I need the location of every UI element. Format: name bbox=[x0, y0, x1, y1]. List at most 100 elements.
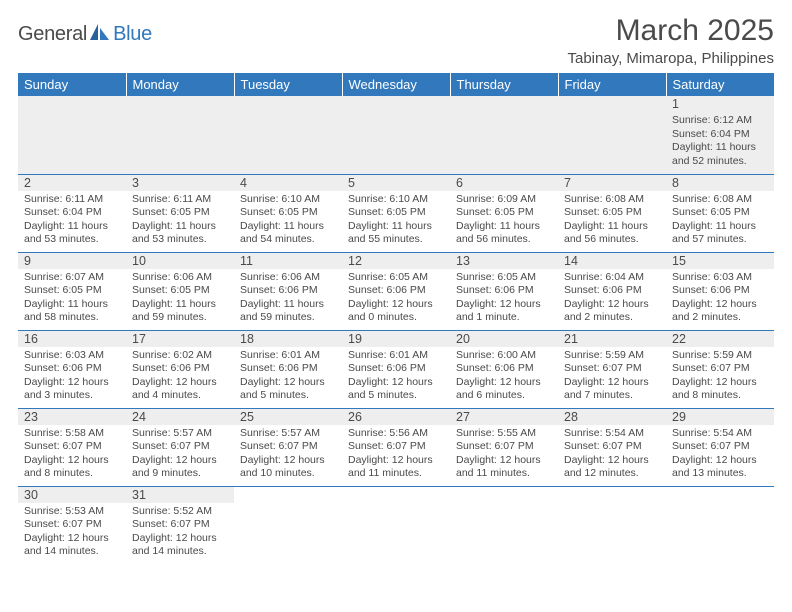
day-number: 22 bbox=[666, 331, 774, 347]
calendar-cell: 10 Sunrise: 6:06 AMSunset: 6:05 PMDayligh… bbox=[126, 252, 234, 330]
day-info: Sunrise: 6:06 AMSunset: 6:06 PMDaylight:… bbox=[240, 271, 336, 326]
calendar-table: Sunday Monday Tuesday Wednesday Thursday… bbox=[18, 73, 774, 564]
calendar-header-row: Sunday Monday Tuesday Wednesday Thursday… bbox=[18, 73, 774, 96]
day-number: 4 bbox=[234, 175, 342, 191]
dayhdr-mon: Monday bbox=[126, 73, 234, 96]
calendar-cell: 8Sunrise: 6:08 AMSunset: 6:05 PMDaylight… bbox=[666, 174, 774, 252]
calendar-cell: 11 Sunrise: 6:06 AMSunset: 6:06 PMDayligh… bbox=[234, 252, 342, 330]
calendar-cell: 26 Sunrise: 5:56 AMSunset: 6:07 PMDayligh… bbox=[342, 408, 450, 486]
day-number: 29 bbox=[666, 409, 774, 425]
calendar-cell: 7 Sunrise: 6:08 AMSunset: 6:05 PMDaylight… bbox=[558, 174, 666, 252]
day-number: 13 bbox=[450, 253, 558, 269]
calendar-cell bbox=[450, 486, 558, 564]
dayhdr-sat: Saturday bbox=[666, 73, 774, 96]
day-info: Sunrise: 5:53 AMSunset: 6:07 PMDaylight:… bbox=[24, 505, 120, 560]
calendar-cell: 18Sunrise: 6:01 AMSunset: 6:06 PMDayligh… bbox=[234, 330, 342, 408]
day-number: 14 bbox=[558, 253, 666, 269]
day-number: 23 bbox=[18, 409, 126, 425]
day-info: Sunrise: 6:02 AMSunset: 6:06 PMDaylight:… bbox=[132, 349, 228, 404]
calendar-cell: 1Sunrise: 6:12 AMSunset: 6:04 PMDaylight… bbox=[666, 96, 774, 174]
day-number: 19 bbox=[342, 331, 450, 347]
dayhdr-sun: Sunday bbox=[18, 73, 126, 96]
brand-name-2: Blue bbox=[113, 23, 152, 46]
calendar-cell: 14 Sunrise: 6:04 AMSunset: 6:06 PMDayligh… bbox=[558, 252, 666, 330]
day-info: Sunrise: 6:09 AMSunset: 6:05 PMDaylight:… bbox=[456, 193, 552, 248]
day-info: Sunrise: 5:55 AMSunset: 6:07 PMDaylight:… bbox=[456, 427, 552, 482]
day-number: 18 bbox=[234, 331, 342, 347]
day-number: 31 bbox=[126, 487, 234, 503]
location-label: Tabinay, Mimaropa, Philippines bbox=[568, 50, 775, 67]
calendar-cell: 24Sunrise: 5:57 AMSunset: 6:07 PMDayligh… bbox=[126, 408, 234, 486]
day-number: 28 bbox=[558, 409, 666, 425]
calendar-cell bbox=[450, 96, 558, 174]
day-number: 15 bbox=[666, 253, 774, 269]
day-info: Sunrise: 6:11 AMSunset: 6:04 PMDaylight:… bbox=[24, 193, 120, 248]
day-info: Sunrise: 6:12 AMSunset: 6:04 PMDaylight:… bbox=[672, 114, 768, 169]
calendar-cell: 23 Sunrise: 5:58 AMSunset: 6:07 PMDayligh… bbox=[18, 408, 126, 486]
day-info: Sunrise: 5:58 AMSunset: 6:07 PMDaylight:… bbox=[24, 427, 120, 482]
calendar-cell: 19 Sunrise: 6:01 AMSunset: 6:06 PMDayligh… bbox=[342, 330, 450, 408]
day-info: Sunrise: 5:54 AMSunset: 6:07 PMDaylight:… bbox=[564, 427, 660, 482]
day-number: 25 bbox=[234, 409, 342, 425]
calendar-row: 1Sunrise: 6:12 AMSunset: 6:04 PMDaylight… bbox=[18, 96, 774, 174]
day-info: Sunrise: 6:01 AMSunset: 6:06 PMDaylight:… bbox=[348, 349, 444, 404]
calendar-cell bbox=[558, 96, 666, 174]
page: General Blue March 2025 Tabinay, Mimarop… bbox=[0, 0, 792, 572]
brand-name-1: General bbox=[18, 23, 87, 46]
day-number: 26 bbox=[342, 409, 450, 425]
calendar-row: 9Sunrise: 6:07 AMSunset: 6:05 PMDaylight… bbox=[18, 252, 774, 330]
day-info: Sunrise: 6:03 AMSunset: 6:06 PMDaylight:… bbox=[24, 349, 120, 404]
day-info: Sunrise: 5:57 AMSunset: 6:07 PMDaylight:… bbox=[132, 427, 228, 482]
day-number: 17 bbox=[126, 331, 234, 347]
day-number: 9 bbox=[18, 253, 126, 269]
calendar-cell: 27Sunrise: 5:55 AMSunset: 6:07 PMDayligh… bbox=[450, 408, 558, 486]
day-number: 6 bbox=[450, 175, 558, 191]
calendar-cell bbox=[558, 486, 666, 564]
day-info: Sunrise: 5:57 AMSunset: 6:07 PMDaylight:… bbox=[240, 427, 336, 482]
calendar-cell: 31 Sunrise: 5:52 AMSunset: 6:07 PMDayligh… bbox=[126, 486, 234, 564]
day-info: Sunrise: 6:04 AMSunset: 6:06 PMDaylight:… bbox=[564, 271, 660, 326]
day-info: Sunrise: 6:06 AMSunset: 6:05 PMDaylight:… bbox=[132, 271, 228, 326]
calendar-cell: 22Sunrise: 5:59 AMSunset: 6:07 PMDayligh… bbox=[666, 330, 774, 408]
calendar-cell: 4 Sunrise: 6:10 AMSunset: 6:05 PMDaylight… bbox=[234, 174, 342, 252]
calendar-cell: 28 Sunrise: 5:54 AMSunset: 6:07 PMDayligh… bbox=[558, 408, 666, 486]
calendar-cell: 21 Sunrise: 5:59 AMSunset: 6:07 PMDayligh… bbox=[558, 330, 666, 408]
day-info: Sunrise: 6:05 AMSunset: 6:06 PMDaylight:… bbox=[456, 271, 552, 326]
dayhdr-tue: Tuesday bbox=[234, 73, 342, 96]
day-info: Sunrise: 6:08 AMSunset: 6:05 PMDaylight:… bbox=[672, 193, 768, 248]
day-number: 30 bbox=[18, 487, 126, 503]
title-block: March 2025 Tabinay, Mimaropa, Philippine… bbox=[568, 14, 775, 67]
day-info: Sunrise: 6:03 AMSunset: 6:06 PMDaylight:… bbox=[672, 271, 768, 326]
day-info: Sunrise: 6:10 AMSunset: 6:05 PMDaylight:… bbox=[240, 193, 336, 248]
day-info: Sunrise: 6:08 AMSunset: 6:05 PMDaylight:… bbox=[564, 193, 660, 248]
day-info: Sunrise: 6:11 AMSunset: 6:05 PMDaylight:… bbox=[132, 193, 228, 248]
day-info: Sunrise: 6:05 AMSunset: 6:06 PMDaylight:… bbox=[348, 271, 444, 326]
calendar-cell bbox=[342, 486, 450, 564]
calendar-cell: 13 Sunrise: 6:05 AMSunset: 6:06 PMDayligh… bbox=[450, 252, 558, 330]
dayhdr-fri: Friday bbox=[558, 73, 666, 96]
page-title: March 2025 bbox=[568, 14, 775, 48]
calendar-cell bbox=[234, 96, 342, 174]
day-info: Sunrise: 5:52 AMSunset: 6:07 PMDaylight:… bbox=[132, 505, 228, 560]
day-number: 10 bbox=[126, 253, 234, 269]
calendar-cell: 30 Sunrise: 5:53 AMSunset: 6:07 PMDayligh… bbox=[18, 486, 126, 564]
calendar-cell bbox=[234, 486, 342, 564]
day-number: 21 bbox=[558, 331, 666, 347]
day-number: 11 bbox=[234, 253, 342, 269]
day-number: 7 bbox=[558, 175, 666, 191]
day-info: Sunrise: 5:56 AMSunset: 6:07 PMDaylight:… bbox=[348, 427, 444, 482]
calendar-cell bbox=[126, 96, 234, 174]
calendar-row: 2Sunrise: 6:11 AMSunset: 6:04 PMDaylight… bbox=[18, 174, 774, 252]
day-number: 12 bbox=[342, 253, 450, 269]
calendar-cell bbox=[342, 96, 450, 174]
calendar-cell: 2Sunrise: 6:11 AMSunset: 6:04 PMDaylight… bbox=[18, 174, 126, 252]
calendar-cell: 6 Sunrise: 6:09 AMSunset: 6:05 PMDaylight… bbox=[450, 174, 558, 252]
day-info: Sunrise: 5:59 AMSunset: 6:07 PMDaylight:… bbox=[564, 349, 660, 404]
calendar-cell bbox=[666, 486, 774, 564]
brand-logo: General Blue bbox=[18, 22, 152, 47]
calendar-cell: 9Sunrise: 6:07 AMSunset: 6:05 PMDaylight… bbox=[18, 252, 126, 330]
calendar-cell: 29Sunrise: 5:54 AMSunset: 6:07 PMDayligh… bbox=[666, 408, 774, 486]
day-number: 3 bbox=[126, 175, 234, 191]
calendar-cell: 3 Sunrise: 6:11 AMSunset: 6:05 PMDaylight… bbox=[126, 174, 234, 252]
day-info: Sunrise: 6:00 AMSunset: 6:06 PMDaylight:… bbox=[456, 349, 552, 404]
